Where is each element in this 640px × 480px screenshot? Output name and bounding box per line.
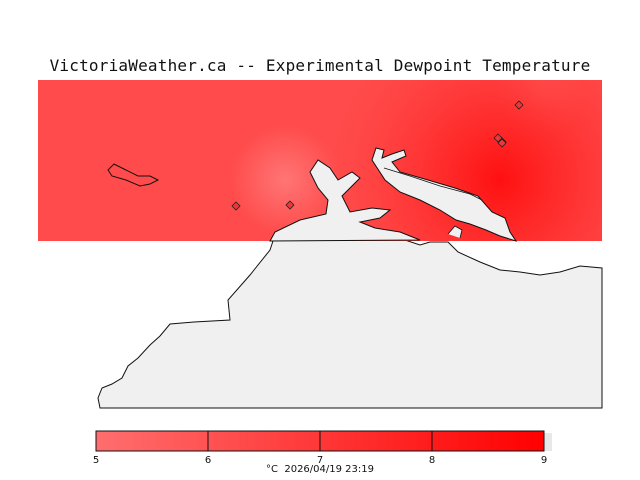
colorbar-tick-label: 9 (541, 455, 547, 466)
inlet-shore (383, 167, 483, 201)
colorbar-tick-label: 7 (317, 455, 323, 466)
colorbar-ticks: 5 6 7 8 9 (93, 431, 547, 466)
station-markers (231, 100, 524, 211)
peninsula-land (269, 159, 421, 242)
dewpoint-field (38, 80, 602, 241)
saanich-inlet-land (371, 147, 518, 242)
station-marker[interactable] (493, 133, 503, 143)
field-warm-area (38, 80, 602, 241)
colorbar-shadow (544, 433, 552, 451)
station-marker[interactable] (285, 200, 295, 210)
timestamp-label: 2026/04/19 23:19 (284, 464, 374, 475)
colorbar-tick-label: 8 (429, 455, 435, 466)
island-west (107, 163, 160, 187)
small-bay (447, 225, 463, 239)
map-title: VictoriaWeather.ca -- Experimental Dewpo… (49, 56, 591, 75)
colorbar-tick-label: 6 (205, 455, 211, 466)
station-marker[interactable] (231, 201, 241, 211)
station-marker[interactable] (514, 100, 524, 110)
colorbar-tick-label: 5 (93, 455, 99, 466)
unit-label: °C (266, 464, 278, 475)
station-marker[interactable] (497, 138, 507, 148)
colorbar-caption: °C 2026/04/19 23:19 (0, 464, 640, 475)
